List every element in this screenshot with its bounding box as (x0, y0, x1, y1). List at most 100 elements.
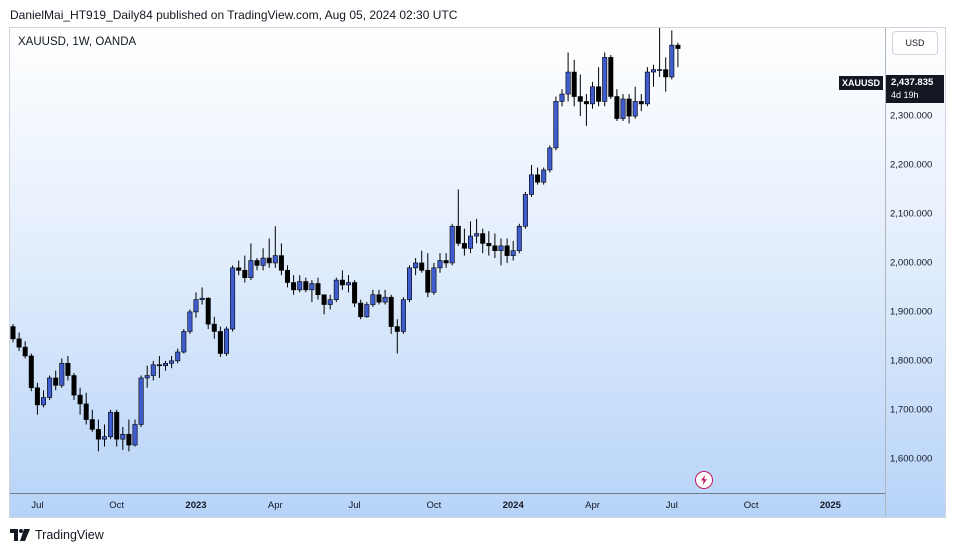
candle (150, 360, 156, 381)
candle-body (47, 377, 53, 398)
candle-body (486, 243, 492, 247)
candle (577, 74, 583, 117)
candle (163, 360, 169, 371)
candle (675, 42, 681, 68)
candle (364, 302, 370, 318)
candle-body (278, 255, 284, 271)
price-tick-label: 1,900.000 (890, 306, 933, 318)
candle-body (608, 57, 614, 97)
candle (547, 145, 553, 173)
candle-body (53, 377, 59, 386)
candle (565, 52, 571, 102)
candle (175, 348, 181, 364)
candle (345, 275, 351, 293)
candle (596, 67, 602, 107)
candle-body (528, 174, 534, 195)
candle-body (559, 93, 565, 102)
candle (114, 409, 120, 447)
candle (669, 30, 675, 80)
candle-body (321, 294, 327, 305)
currency-button[interactable]: USD (892, 31, 938, 55)
candle (59, 358, 65, 388)
candle (663, 57, 669, 92)
candle-body (156, 364, 162, 367)
candle (571, 59, 577, 107)
candle-body (565, 71, 571, 95)
candle-body (297, 281, 303, 291)
candle-body (480, 233, 486, 244)
candle (309, 280, 315, 303)
candle (284, 265, 290, 288)
time-tick-label: Oct (109, 500, 125, 511)
candle-body (333, 279, 339, 300)
time-tick-label: Apr (585, 500, 600, 511)
candle (632, 86, 638, 119)
candle (28, 353, 34, 392)
candle-body (163, 362, 169, 367)
candle-body (400, 299, 406, 332)
candle (83, 392, 89, 425)
candle (541, 167, 547, 185)
candle (193, 292, 199, 318)
candle (480, 228, 486, 254)
candle (352, 280, 358, 307)
candle-body (589, 86, 595, 105)
price-tick-label: 2,300.000 (890, 110, 933, 122)
candle (510, 240, 516, 261)
candle (205, 297, 211, 330)
candle-body (193, 299, 199, 313)
candle (333, 277, 339, 303)
candle (516, 223, 522, 254)
candle (260, 248, 266, 271)
candle-body (114, 411, 120, 440)
candle-body (474, 233, 480, 237)
last-price-value: 2,437.835 (891, 77, 934, 88)
candle (614, 89, 620, 121)
candle (431, 262, 437, 295)
price-chart-plot[interactable] (10, 28, 885, 493)
publish-caption: DanielMai_HT919_Daily84 published on Tra… (10, 8, 458, 22)
time-tick-label: 2023 (185, 500, 207, 511)
footer-brand[interactable]: TradingView (10, 528, 104, 542)
candle-body (284, 269, 290, 283)
candle (22, 341, 28, 359)
candle (626, 94, 632, 124)
candle (71, 373, 77, 400)
time-axis[interactable]: Jul Oct 2023 Apr Jul Oct 2024 Apr Jul Oct 2025 (10, 493, 885, 517)
candle-body (370, 294, 376, 305)
candle-body (236, 267, 242, 271)
candle-body (675, 44, 681, 49)
candle (65, 355, 71, 381)
candle-body (394, 326, 400, 332)
lightning-icon[interactable] (695, 471, 713, 489)
candle (327, 294, 333, 310)
time-tick-label: Oct (743, 500, 759, 511)
candle (608, 54, 614, 99)
candle-body (419, 262, 425, 271)
candle (376, 289, 382, 305)
price-tick-label: 2,200.000 (890, 159, 933, 171)
price-tick-label: 2,100.000 (890, 208, 933, 220)
price-tick-label: 2,000.000 (890, 257, 933, 269)
candle (535, 167, 541, 185)
candle-body (431, 267, 437, 293)
candle-body (638, 101, 644, 105)
candle (236, 260, 242, 276)
candle-body (199, 297, 205, 300)
candle-body (303, 281, 309, 291)
candle-body (596, 86, 602, 102)
candle-body (650, 69, 656, 73)
candle-body (467, 235, 473, 249)
price-axis[interactable]: USD 1,600.000 1,700.000 1,800.000 1,900.000… (885, 28, 945, 517)
candle-body (413, 262, 419, 269)
candle (650, 64, 656, 87)
candle-body (644, 71, 650, 105)
candle (620, 94, 626, 121)
candle-body (260, 257, 266, 266)
candle-body (388, 296, 394, 327)
candle-body (626, 98, 632, 117)
candle-body (663, 69, 669, 78)
time-tick-label: Apr (267, 500, 283, 511)
candle (583, 94, 589, 126)
candle (40, 390, 46, 408)
